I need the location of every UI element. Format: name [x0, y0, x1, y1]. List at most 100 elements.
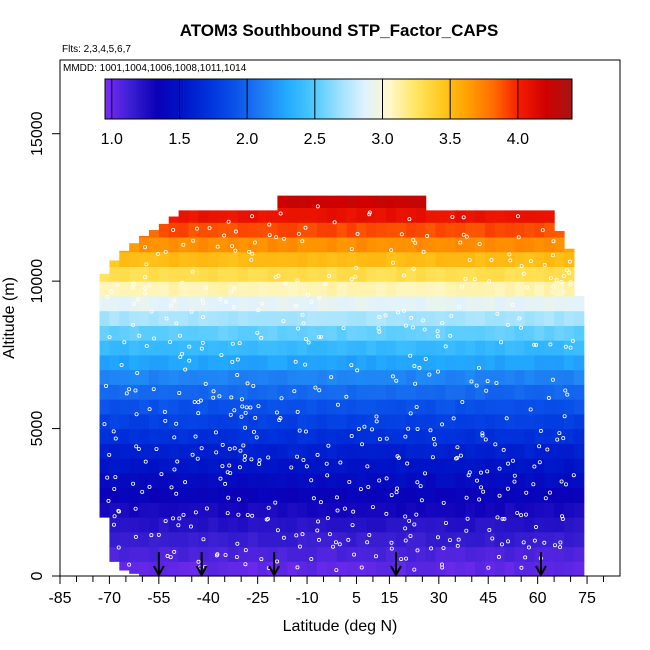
heatmap-cell	[109, 325, 120, 341]
heatmap-cell	[346, 310, 358, 326]
measurement-point	[500, 516, 505, 521]
heatmap-cell	[465, 413, 476, 430]
measurement-point	[389, 248, 394, 253]
heatmap-cell	[465, 531, 476, 548]
heatmap-cell	[573, 517, 585, 533]
heatmap-cell	[168, 310, 180, 326]
measurement-point	[228, 412, 233, 417]
measurement-point	[225, 470, 230, 475]
heatmap-cell	[316, 295, 328, 312]
heatmap-cell	[158, 487, 170, 503]
heatmap-cell	[435, 531, 447, 548]
measurement-point	[415, 480, 420, 485]
heatmap-cell	[356, 443, 367, 459]
heatmap-cell	[208, 222, 219, 238]
measurement-point	[408, 353, 413, 358]
heatmap-cell	[218, 295, 229, 312]
measurement-point	[267, 222, 272, 227]
heatmap-cell	[554, 399, 565, 415]
heatmap-cell	[405, 266, 417, 282]
heatmap-cell	[386, 310, 397, 326]
heatmap-cell	[346, 281, 358, 297]
measurement-point	[564, 268, 569, 273]
heatmap-cell	[109, 502, 120, 518]
heatmap-cell	[573, 295, 585, 312]
measurement-point	[175, 459, 180, 464]
measurement-point	[196, 411, 201, 416]
heatmap-cell	[455, 340, 466, 356]
heatmap-cell	[415, 428, 427, 444]
measurement-point	[389, 493, 394, 498]
heatmap-cell	[504, 487, 516, 503]
heatmap-cell	[316, 207, 328, 223]
heatmap-cell	[307, 195, 318, 209]
heatmap-cell	[148, 502, 160, 518]
heatmap-cell	[257, 354, 269, 371]
heatmap-cell	[148, 458, 160, 474]
heatmap-cell	[386, 281, 397, 297]
heatmap-cell	[237, 222, 249, 238]
heatmap-cell	[455, 222, 466, 238]
heatmap-cell	[425, 251, 437, 267]
heatmap-cell	[445, 413, 456, 430]
heatmap-cell	[336, 399, 348, 415]
heatmap-cell	[139, 531, 150, 548]
measurement-point	[365, 540, 370, 545]
heatmap-cell	[237, 210, 249, 223]
measurement-point	[154, 446, 159, 451]
heatmap-cell	[465, 281, 476, 297]
heatmap-cell	[99, 502, 111, 518]
heatmap-cell	[386, 443, 397, 459]
heatmap-cell	[346, 207, 358, 223]
measurement-point	[195, 226, 200, 231]
measurement-point	[135, 297, 140, 302]
heatmap-cell	[514, 222, 526, 238]
heatmap-cell	[307, 531, 318, 548]
measurement-point	[407, 518, 412, 523]
heatmap-cell	[376, 251, 387, 267]
measurement-point	[532, 538, 537, 543]
heatmap-cell	[139, 281, 150, 297]
heatmap-cell	[445, 369, 456, 385]
heatmap-cell	[139, 443, 150, 459]
measurement-point	[143, 275, 148, 280]
heatmap-cell	[257, 340, 269, 356]
heatmap-cell	[524, 531, 535, 548]
heatmap-cell	[425, 517, 437, 533]
measurement-point	[131, 481, 136, 486]
measurement-point	[394, 490, 399, 495]
heatmap-cell	[504, 310, 516, 326]
measurement-point	[344, 394, 349, 399]
heatmap-cell	[494, 399, 506, 415]
heatmap-cell	[544, 369, 555, 385]
heatmap-cell	[218, 369, 229, 385]
heatmap-cell	[544, 428, 555, 444]
heatmap-cell	[524, 384, 535, 400]
measurement-point	[516, 235, 521, 240]
heatmap-cell	[554, 487, 565, 503]
measurement-point	[239, 397, 244, 402]
measurement-point	[116, 508, 121, 513]
heatmap-cell	[396, 561, 407, 577]
heatmap-cell	[277, 428, 288, 444]
heatmap-cell	[307, 325, 318, 341]
measurement-point	[300, 312, 305, 317]
heatmap-cell	[307, 502, 318, 518]
heatmap-cell	[188, 399, 199, 415]
heatmap-cell	[208, 325, 219, 341]
heatmap-cell	[465, 222, 476, 238]
heatmap-cell	[564, 281, 575, 297]
heatmap-cell	[148, 399, 160, 415]
heatmap-cell	[445, 251, 456, 267]
heatmap-cell	[129, 266, 140, 282]
heatmap-cell	[228, 354, 239, 371]
heatmap-cell	[366, 384, 377, 400]
heatmap-cell	[247, 546, 259, 562]
heatmap-cell	[257, 222, 269, 238]
measurement-point	[259, 557, 264, 562]
heatmap-cell	[297, 295, 308, 312]
heatmap-cell	[455, 251, 466, 267]
heatmap-cell	[198, 354, 209, 371]
heatmap-cell	[307, 399, 318, 415]
heatmap-cell	[445, 354, 456, 371]
